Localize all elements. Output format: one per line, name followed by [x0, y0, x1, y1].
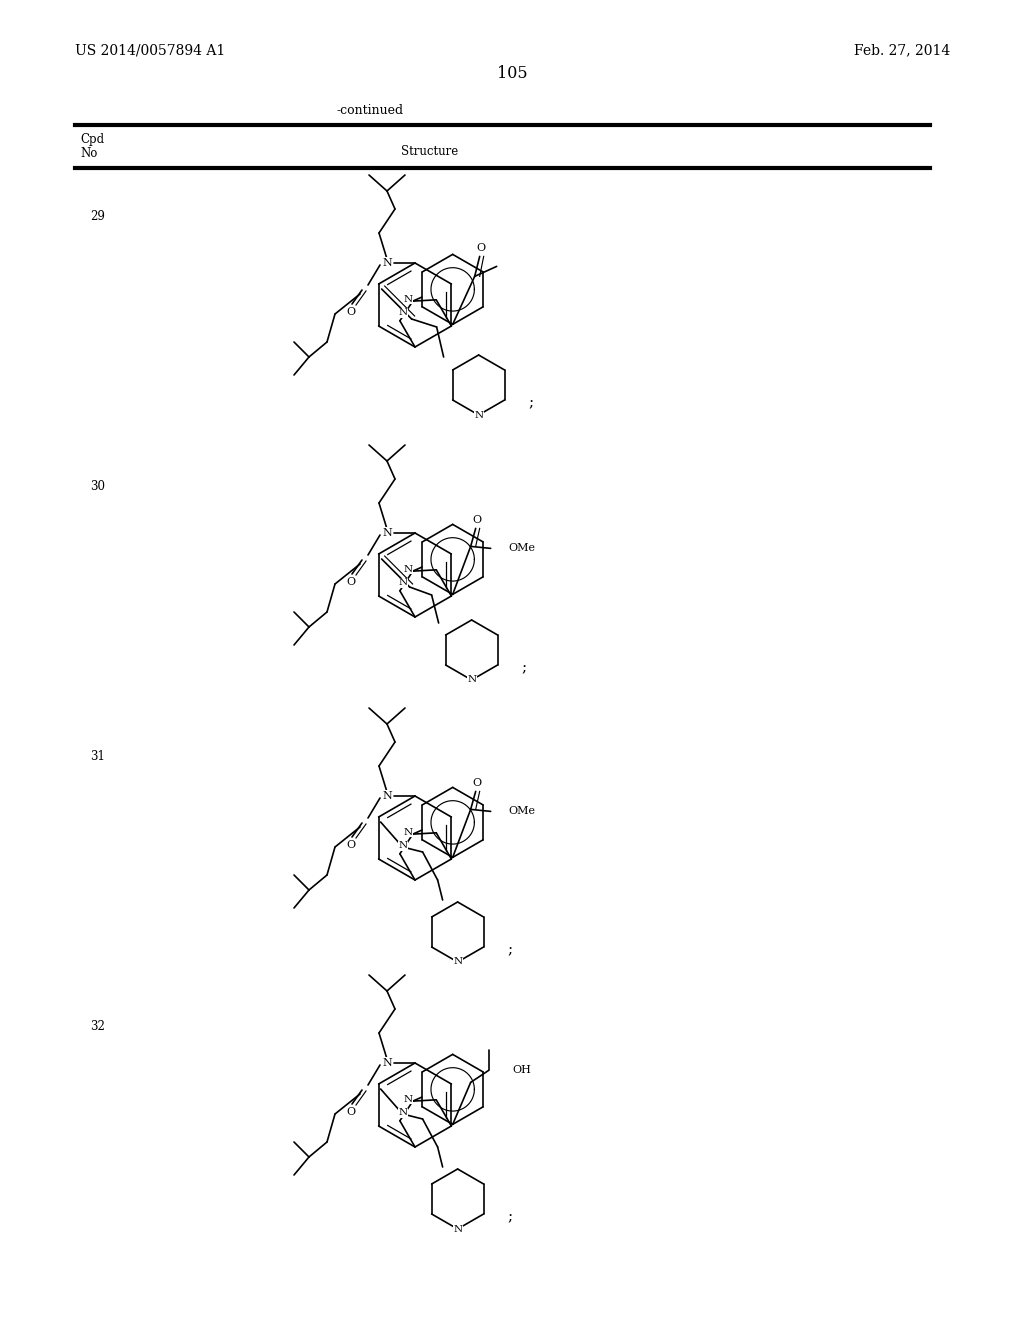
Text: N: N — [398, 1109, 408, 1117]
Text: ;: ; — [508, 942, 513, 957]
Text: N: N — [403, 565, 413, 574]
Text: N: N — [382, 528, 392, 539]
Text: O: O — [346, 1107, 355, 1117]
Text: O: O — [346, 577, 355, 587]
Text: N: N — [474, 411, 483, 420]
Text: O: O — [476, 243, 485, 253]
Text: N: N — [403, 1094, 413, 1104]
Text: OH: OH — [513, 1065, 531, 1076]
Text: 31: 31 — [90, 750, 104, 763]
Text: Structure: Structure — [401, 145, 459, 158]
Text: ;: ; — [508, 1210, 513, 1224]
Text: O: O — [472, 779, 481, 788]
Text: No: No — [80, 147, 97, 160]
Text: Cpd: Cpd — [80, 133, 104, 147]
Text: 30: 30 — [90, 480, 105, 492]
Text: O: O — [346, 308, 355, 317]
Text: N: N — [403, 828, 413, 837]
Text: O: O — [472, 515, 481, 525]
Text: -continued: -continued — [337, 103, 403, 116]
Text: US 2014/0057894 A1: US 2014/0057894 A1 — [75, 44, 225, 57]
Text: ;: ; — [528, 396, 534, 411]
Text: 105: 105 — [497, 65, 527, 82]
Text: OMe: OMe — [509, 544, 536, 553]
Text: N: N — [453, 1225, 462, 1233]
Text: N: N — [398, 309, 408, 317]
Text: Feb. 27, 2014: Feb. 27, 2014 — [854, 44, 950, 57]
Text: N: N — [398, 578, 408, 587]
Text: OMe: OMe — [509, 807, 536, 816]
Text: 32: 32 — [90, 1020, 104, 1034]
Text: O: O — [346, 840, 355, 850]
Text: N: N — [403, 294, 413, 304]
Text: N: N — [398, 841, 408, 850]
Text: N: N — [467, 676, 476, 685]
Text: N: N — [382, 791, 392, 801]
Text: ;: ; — [521, 661, 526, 675]
Text: N: N — [382, 257, 392, 268]
Text: 29: 29 — [90, 210, 104, 223]
Text: N: N — [382, 1059, 392, 1068]
Text: N: N — [453, 957, 462, 966]
